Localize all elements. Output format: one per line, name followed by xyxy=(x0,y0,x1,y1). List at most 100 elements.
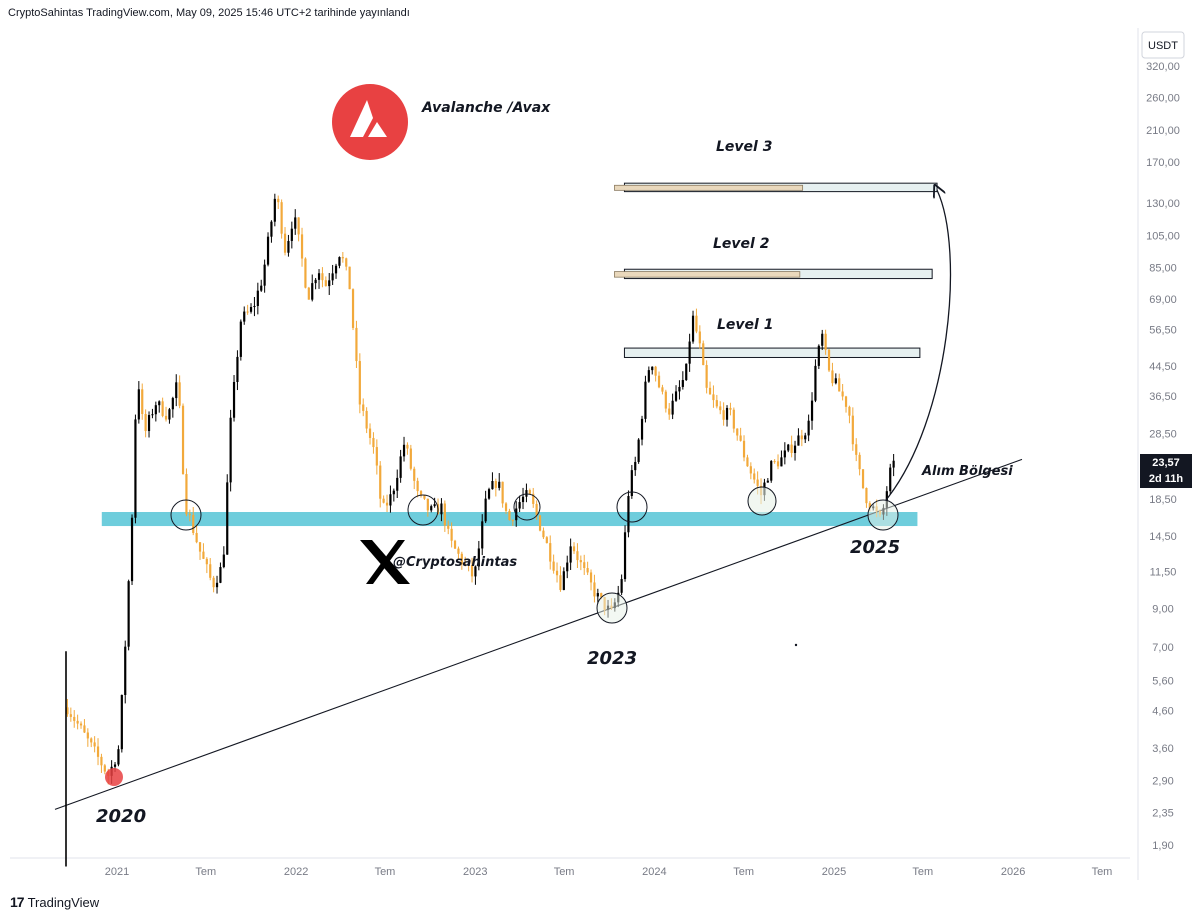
candle-body xyxy=(232,382,236,418)
x-tick-label: 2026 xyxy=(1001,866,1025,878)
candle-body xyxy=(283,233,287,253)
x-tick-label: 2024 xyxy=(642,866,666,878)
candle-body xyxy=(260,285,263,291)
currency-box[interactable] xyxy=(1141,31,1185,59)
touch-circle xyxy=(747,486,777,516)
level-box-inner xyxy=(614,184,804,191)
candle-body xyxy=(341,257,344,259)
level2-label: Level 2 xyxy=(713,236,769,252)
candle-body xyxy=(202,551,205,559)
candle-body xyxy=(389,494,392,506)
tradingview-brand-text: TradingView xyxy=(27,894,100,910)
candle-body xyxy=(79,723,83,726)
candle-body xyxy=(362,404,365,411)
candle-body xyxy=(86,732,89,739)
candle-body xyxy=(212,577,215,588)
candle-body xyxy=(175,382,178,399)
candle-body xyxy=(229,417,232,483)
candle-body xyxy=(307,287,310,300)
candle-body xyxy=(844,396,848,407)
level-box[interactable] xyxy=(623,347,921,358)
candle-body xyxy=(453,540,457,549)
candle-body xyxy=(552,561,555,571)
candle-body xyxy=(474,566,477,577)
candle-body xyxy=(664,391,667,409)
candle-body xyxy=(627,496,630,533)
candle-body xyxy=(817,345,820,366)
candle-body xyxy=(851,415,854,445)
candle-body xyxy=(304,258,307,288)
support-touch-markers xyxy=(105,486,899,786)
candle-body xyxy=(756,479,759,486)
candle-body xyxy=(277,198,280,203)
candle-body xyxy=(858,454,861,470)
candle-body xyxy=(464,564,467,566)
touch-circle xyxy=(170,499,202,531)
candle-body xyxy=(868,503,871,509)
candle-body xyxy=(392,490,395,495)
candle-body xyxy=(481,521,484,549)
x-social-logo xyxy=(360,540,410,584)
candle-body xyxy=(457,548,460,554)
candle-body xyxy=(487,489,491,499)
currency-label: USDT xyxy=(1148,40,1178,52)
candle-body xyxy=(712,394,715,401)
candle-body xyxy=(678,386,681,392)
candle-body xyxy=(827,349,831,371)
candle-body xyxy=(623,532,627,580)
candle-body xyxy=(736,428,739,436)
candle-body xyxy=(365,410,368,429)
candle-body xyxy=(345,258,348,267)
candle-body xyxy=(76,720,79,724)
candle-body xyxy=(742,440,746,458)
candle-countdown: 2d 11h xyxy=(1148,473,1184,485)
candle-body xyxy=(141,389,144,414)
avax-logo xyxy=(332,84,408,160)
candle-body xyxy=(321,273,324,281)
candle-body xyxy=(334,265,338,274)
candle-body xyxy=(287,240,290,253)
candle-body xyxy=(219,567,222,583)
y-axis-ticks: 320,00 260,00 210,00 170,00 130,00 105,00 85,0… xyxy=(1146,61,1180,852)
candle-body xyxy=(205,558,208,565)
candle-body xyxy=(661,387,664,392)
candle-body xyxy=(671,400,674,415)
candle-body xyxy=(555,570,559,576)
candle-body xyxy=(120,694,123,750)
candlestick-series xyxy=(65,193,895,867)
candle-body xyxy=(328,280,331,287)
touch-circle xyxy=(513,493,541,521)
candle-body xyxy=(651,366,654,371)
tradingview-brand[interactable]: 17 TradingView xyxy=(10,894,99,910)
candle-body xyxy=(861,469,865,489)
candle-body xyxy=(569,546,572,563)
candle-body xyxy=(668,408,671,415)
candle-body xyxy=(708,387,712,395)
candle-body xyxy=(477,548,480,567)
candle-body xyxy=(688,341,691,364)
candle-body xyxy=(450,528,453,541)
candle-body xyxy=(249,307,253,312)
candle-body xyxy=(253,305,256,308)
candle-body xyxy=(195,532,198,543)
candle-body xyxy=(589,572,593,583)
candle-body xyxy=(113,764,117,767)
candle-body xyxy=(158,401,161,406)
candle-body xyxy=(263,264,266,286)
x-tick-label: 2022 xyxy=(284,866,308,878)
candle-body xyxy=(698,331,701,344)
candle-body xyxy=(103,765,106,772)
candle-body xyxy=(807,420,810,436)
candle-body xyxy=(715,400,718,407)
candle-body xyxy=(239,321,242,357)
rising-trendline[interactable] xyxy=(54,458,1023,810)
y-tick-label: 3,60 xyxy=(1152,743,1173,755)
candle-body xyxy=(188,514,191,516)
x-axis-ticks: 2021 Tem 2022 Tem 2023 Tem 2024 Tem 2025 Tem 2026 T… xyxy=(105,866,1113,878)
y-tick-label: 44,50 xyxy=(1149,361,1177,373)
candle-body xyxy=(379,465,382,499)
candle-body xyxy=(297,217,300,235)
candle-body xyxy=(256,290,259,306)
candle-body xyxy=(566,562,569,572)
